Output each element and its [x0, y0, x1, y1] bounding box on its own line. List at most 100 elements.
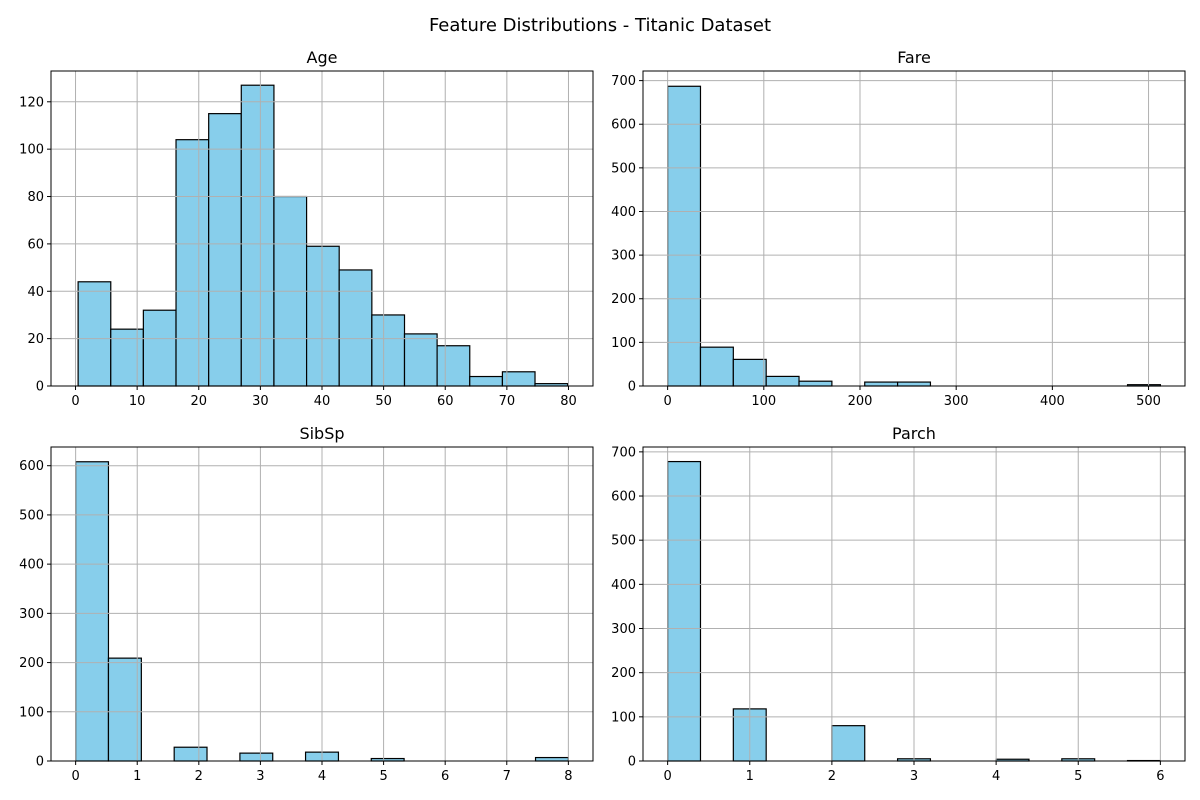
histogram-bar	[173, 746, 208, 762]
x-tick-label: 80	[560, 394, 577, 409]
x-tick-label: 40	[314, 394, 331, 409]
histogram-bar	[107, 657, 142, 762]
subplot-title: Age	[307, 48, 338, 67]
histogram-bar	[667, 85, 702, 387]
y-tick-label: 200	[611, 292, 636, 307]
x-axis-ticks: 0 100 200 300 400 500	[663, 386, 1161, 409]
x-tick-label: 5	[379, 769, 387, 784]
x-tick-label: 300	[944, 394, 969, 409]
y-tick-label: 0	[36, 380, 44, 395]
x-tick-label: 60	[437, 394, 454, 409]
x-axis-ticks: 0 10 20 30 40 50 60 70 80	[71, 386, 577, 409]
subplot-sibsp: SibSp 0 1 2 3 4 5 6 7 8 0 100 200 300 400 500 600	[19, 424, 594, 784]
y-tick-label: 80	[27, 190, 44, 205]
x-tick-label: 0	[71, 769, 79, 784]
histogram-bar	[798, 380, 833, 387]
y-tick-label: 0	[628, 380, 636, 395]
histogram-bar	[831, 725, 866, 762]
y-axis-ticks: 0 20 40 60 80 100 120	[19, 95, 51, 395]
y-tick-label: 200	[611, 666, 636, 681]
y-tick-label: 500	[611, 534, 636, 549]
y-tick-label: 100	[611, 710, 636, 725]
y-axis-ticks: 0 100 200 300 400 500 600	[19, 459, 51, 770]
y-tick-label: 300	[19, 607, 44, 622]
y-tick-label: 400	[611, 205, 636, 220]
x-tick-label: 5	[1074, 769, 1082, 784]
y-tick-label: 120	[19, 95, 44, 110]
x-tick-label: 1	[133, 769, 141, 784]
histogram-bar	[699, 346, 734, 387]
subplot-title: Fare	[897, 48, 931, 67]
histogram-bar	[732, 358, 767, 387]
x-tick-label: 2	[195, 769, 203, 784]
histogram-bar	[305, 245, 340, 387]
y-tick-label: 40	[27, 285, 44, 300]
y-tick-label: 600	[611, 490, 636, 505]
x-tick-label: 2	[828, 769, 836, 784]
y-tick-label: 500	[611, 161, 636, 176]
histogram-bar	[864, 381, 899, 387]
y-tick-label: 200	[19, 656, 44, 671]
x-tick-label: 100	[751, 394, 776, 409]
histogram-bar	[110, 328, 144, 387]
grid	[643, 447, 1185, 762]
bars	[667, 460, 1161, 762]
subplot-parch: Parch 0 1 2 3 4 5 6 0 100 200 300 400 500 600 700	[611, 424, 1186, 784]
histogram-bar	[371, 314, 406, 387]
y-tick-label: 20	[27, 332, 44, 347]
x-tick-label: 200	[848, 394, 873, 409]
y-tick-label: 400	[19, 558, 44, 573]
y-tick-label: 300	[611, 622, 636, 637]
histogram-bar	[208, 113, 242, 387]
histogram-bar	[75, 461, 110, 762]
x-tick-label: 6	[1156, 769, 1164, 784]
y-tick-label: 700	[611, 74, 636, 89]
y-tick-label: 600	[611, 118, 636, 133]
y-tick-label: 100	[19, 705, 44, 720]
x-tick-label: 3	[256, 769, 264, 784]
bars	[77, 84, 569, 387]
x-tick-label: 400	[1040, 394, 1065, 409]
y-tick-label: 0	[36, 755, 44, 770]
x-tick-label: 20	[190, 394, 207, 409]
subplot-age: Age 0 10 20 30 40 50 60 70 80 0 20 40 60 80 100 120	[19, 48, 594, 409]
y-axis-ticks: 0 100 200 300 400 500 600 700	[611, 445, 643, 770]
histogram-bar	[469, 375, 504, 387]
y-axis-ticks: 0 100 200 300 400 500 600 700	[611, 74, 643, 395]
x-tick-label: 4	[992, 769, 1000, 784]
y-tick-label: 400	[611, 578, 636, 593]
histogram-bar	[239, 752, 274, 762]
subplot-fare: Fare 0 100 200 300 400 500 0 100 200 300 400 500 600 7…	[611, 48, 1186, 409]
histogram-bar	[142, 309, 177, 387]
x-tick-label: 10	[129, 394, 146, 409]
y-tick-label: 100	[19, 143, 44, 158]
histogram-bar	[403, 333, 438, 387]
y-tick-label: 60	[27, 237, 44, 252]
x-axis-ticks: 0 1 2 3 4 5 6 7 8	[71, 761, 573, 784]
grid	[51, 71, 593, 387]
axes-frame	[642, 70, 1186, 387]
histogram-bar	[175, 139, 210, 387]
x-axis-ticks: 0 1 2 3 4 5 6	[663, 761, 1165, 784]
subplot-title: SibSp	[299, 424, 344, 443]
y-tick-label: 500	[19, 508, 44, 523]
x-tick-label: 7	[503, 769, 511, 784]
x-tick-label: 0	[663, 394, 671, 409]
figure-title: Feature Distributions - Titanic Dataset	[429, 15, 771, 36]
subplot-title: Parch	[892, 424, 936, 443]
x-tick-label: 0	[663, 769, 671, 784]
x-tick-label: 70	[499, 394, 516, 409]
y-tick-label: 700	[611, 445, 636, 460]
x-tick-label: 1	[746, 769, 754, 784]
x-tick-label: 50	[375, 394, 392, 409]
y-tick-label: 0	[628, 755, 636, 770]
histogram-bar	[240, 84, 275, 387]
x-tick-label: 4	[318, 769, 326, 784]
histogram-bar	[534, 756, 569, 762]
histogram-bar	[77, 281, 112, 387]
histogram-bar	[667, 460, 702, 762]
histogram-bar	[338, 269, 373, 387]
x-tick-label: 0	[71, 394, 79, 409]
